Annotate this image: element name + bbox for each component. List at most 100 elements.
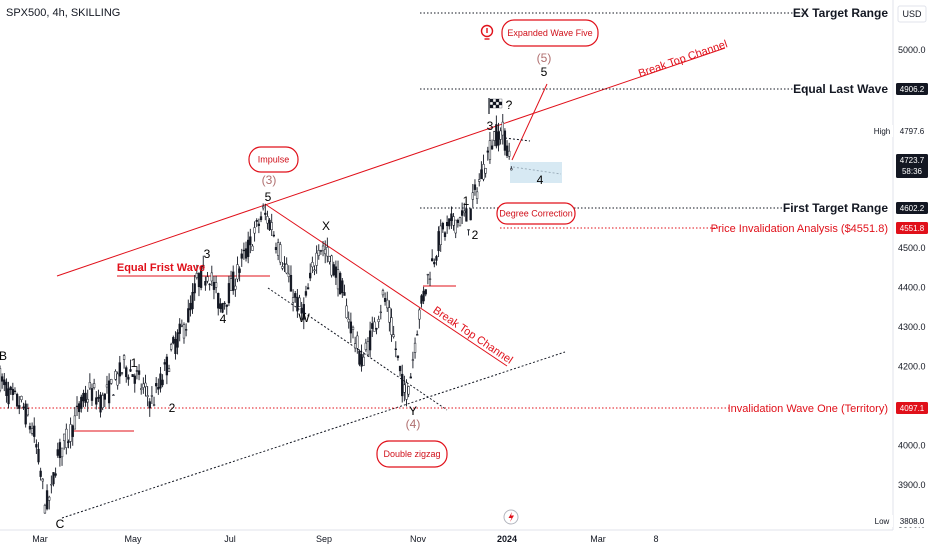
projection-line[interactable] xyxy=(511,83,548,161)
candle-body xyxy=(495,124,498,147)
candle-body xyxy=(225,304,228,307)
candle-body xyxy=(437,231,440,252)
candle-body xyxy=(505,145,509,156)
candle-body xyxy=(413,342,417,353)
candle-body xyxy=(398,365,402,372)
candle-body xyxy=(364,342,367,350)
wave-four-box[interactable] xyxy=(510,162,562,183)
candle-body xyxy=(379,311,382,314)
candle-body xyxy=(142,383,145,388)
candle-body xyxy=(486,150,489,153)
callout-box[interactable] xyxy=(248,146,299,173)
candle-body xyxy=(110,379,113,384)
level-label: Price Invalidation Analysis ($4551.8) xyxy=(711,223,888,235)
candle-body xyxy=(193,283,196,294)
candle-body xyxy=(473,184,477,190)
candle-body xyxy=(30,428,34,434)
candle-body xyxy=(88,382,92,389)
candle-body xyxy=(407,386,410,395)
candle-body xyxy=(257,223,261,226)
candle-body xyxy=(73,415,77,430)
candle-body xyxy=(319,250,323,252)
candle-body xyxy=(92,383,96,388)
candle-body xyxy=(202,264,205,268)
candle-body xyxy=(63,433,66,442)
horizontal-levels: EX Target Range Equal Last Wave First Targ… xyxy=(0,6,888,415)
candle-body xyxy=(377,319,380,322)
candle-body xyxy=(460,210,464,216)
candle-body xyxy=(22,406,25,409)
candle-body xyxy=(347,318,350,323)
price-tag-text: 4551.8 xyxy=(900,224,925,233)
candle-body xyxy=(152,404,156,406)
wave-label: 4 xyxy=(220,312,227,326)
candle-body xyxy=(112,394,115,396)
x-tick-label: Jul xyxy=(224,534,236,544)
candle-body xyxy=(411,359,415,361)
candle-body xyxy=(264,212,267,215)
candle-body xyxy=(78,403,81,413)
candle-body xyxy=(189,302,192,311)
candle-body xyxy=(28,426,32,430)
candle-body xyxy=(304,291,308,296)
candle-body xyxy=(50,484,53,486)
candle-body xyxy=(135,370,139,372)
candle-body xyxy=(69,424,72,442)
candle-body xyxy=(296,296,299,312)
candles xyxy=(0,113,513,514)
wave-four-upper[interactable] xyxy=(504,137,531,142)
candle-body xyxy=(214,282,218,288)
callout-box[interactable] xyxy=(496,202,576,225)
candle-body xyxy=(105,384,109,388)
candle-body xyxy=(56,449,59,456)
candle-body xyxy=(441,223,445,230)
wave-label: X xyxy=(322,219,330,233)
break-top-channel-line-upper[interactable] xyxy=(56,47,726,277)
candle-body xyxy=(283,263,286,265)
candle-body xyxy=(394,348,397,350)
candle-body xyxy=(321,245,325,252)
callout-box[interactable] xyxy=(501,19,599,47)
currency-box[interactable] xyxy=(897,5,927,23)
candle-body xyxy=(289,274,293,292)
wave-label: B xyxy=(0,349,7,363)
candle-body xyxy=(490,145,494,150)
candle-body xyxy=(262,206,265,209)
candle-body xyxy=(45,490,49,510)
candle-body xyxy=(488,140,492,160)
candle-body xyxy=(341,280,344,293)
candle-body xyxy=(238,268,241,273)
candle-body xyxy=(137,370,141,375)
candle-body xyxy=(274,247,278,251)
candle-body xyxy=(210,272,213,282)
channel-base-line[interactable] xyxy=(61,351,566,519)
candle-body xyxy=(360,354,363,367)
candle-body xyxy=(150,395,154,397)
candle-body xyxy=(159,373,162,389)
candle-body xyxy=(334,266,338,278)
candle-body xyxy=(39,470,42,477)
candle-body xyxy=(439,225,442,246)
y-tick-label: 3900.0 xyxy=(898,480,926,490)
candle-body xyxy=(133,375,136,384)
x-tick-label: May xyxy=(124,534,142,544)
break-top-channel-line-lower[interactable] xyxy=(264,203,508,367)
candle-body xyxy=(172,337,175,344)
candle-body xyxy=(247,239,250,257)
candle-body xyxy=(270,222,273,230)
candle-body xyxy=(501,121,504,136)
lightning-icon[interactable] xyxy=(503,509,519,525)
candle-body xyxy=(332,264,335,276)
candle-body xyxy=(456,219,459,223)
candle-body xyxy=(349,321,353,334)
candle-body xyxy=(356,335,359,349)
callout-box[interactable] xyxy=(376,440,448,468)
wave-label: 3 xyxy=(487,119,494,133)
candle-body xyxy=(311,262,314,268)
wave-label: 1 xyxy=(463,194,470,208)
candle-body xyxy=(206,276,209,282)
candle-body xyxy=(223,302,226,305)
